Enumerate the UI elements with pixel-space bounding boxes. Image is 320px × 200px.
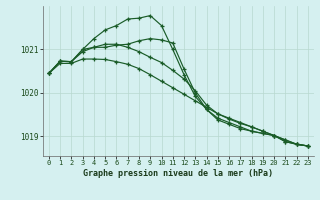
X-axis label: Graphe pression niveau de la mer (hPa): Graphe pression niveau de la mer (hPa) — [84, 169, 273, 178]
